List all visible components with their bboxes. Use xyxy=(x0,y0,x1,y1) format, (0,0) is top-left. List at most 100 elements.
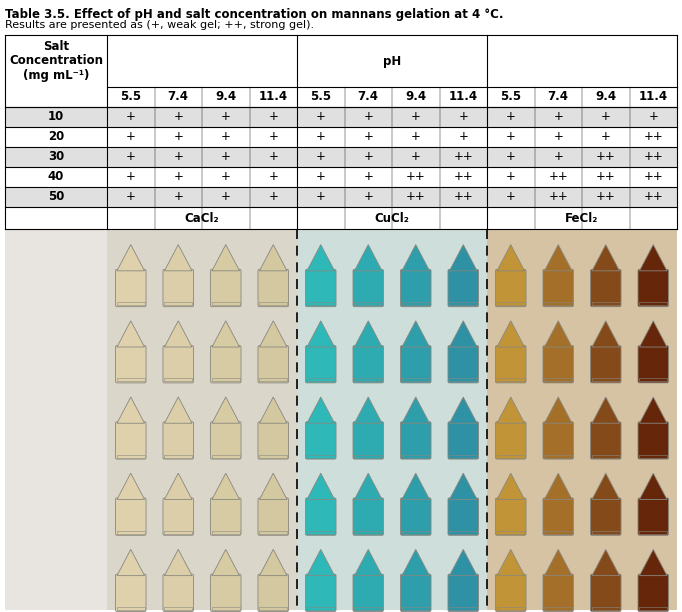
Text: 10: 10 xyxy=(48,111,64,124)
FancyBboxPatch shape xyxy=(591,269,621,307)
Bar xyxy=(640,455,667,458)
Bar xyxy=(5,147,677,167)
Text: 9.4: 9.4 xyxy=(405,91,426,103)
Polygon shape xyxy=(164,321,192,347)
Polygon shape xyxy=(117,321,145,347)
Polygon shape xyxy=(544,550,572,576)
Polygon shape xyxy=(307,397,335,424)
FancyBboxPatch shape xyxy=(211,346,241,383)
Text: ++: ++ xyxy=(643,130,663,143)
Bar xyxy=(117,302,145,305)
Text: +: + xyxy=(173,111,183,124)
FancyBboxPatch shape xyxy=(115,498,146,536)
Polygon shape xyxy=(544,473,572,499)
Bar xyxy=(402,378,430,381)
Text: +: + xyxy=(458,130,468,143)
Polygon shape xyxy=(640,473,667,499)
Bar xyxy=(117,531,145,534)
Polygon shape xyxy=(592,550,619,576)
Bar xyxy=(592,378,619,381)
FancyBboxPatch shape xyxy=(353,498,383,536)
FancyBboxPatch shape xyxy=(400,498,431,536)
Polygon shape xyxy=(449,245,477,271)
Text: ++: ++ xyxy=(548,190,568,204)
Text: 11.4: 11.4 xyxy=(258,91,288,103)
Bar xyxy=(307,531,335,534)
FancyBboxPatch shape xyxy=(400,574,431,611)
FancyBboxPatch shape xyxy=(496,498,526,536)
Text: +: + xyxy=(268,171,278,184)
FancyBboxPatch shape xyxy=(496,422,526,459)
Polygon shape xyxy=(544,397,572,424)
Text: +: + xyxy=(125,190,136,204)
Polygon shape xyxy=(212,245,239,271)
Bar xyxy=(544,531,572,534)
Text: +: + xyxy=(268,130,278,143)
Polygon shape xyxy=(449,473,477,499)
Text: +: + xyxy=(506,190,516,204)
Bar xyxy=(592,531,619,534)
Text: +: + xyxy=(221,130,231,143)
Polygon shape xyxy=(355,321,382,347)
FancyBboxPatch shape xyxy=(163,574,194,611)
Text: +: + xyxy=(173,151,183,163)
Polygon shape xyxy=(307,550,335,576)
Text: +: + xyxy=(506,151,516,163)
Bar xyxy=(497,607,524,610)
Polygon shape xyxy=(497,397,524,424)
Text: +: + xyxy=(553,111,563,124)
Bar xyxy=(497,302,524,305)
Bar xyxy=(5,229,677,610)
Polygon shape xyxy=(497,550,524,576)
Text: ++: ++ xyxy=(596,171,616,184)
Text: 7.4: 7.4 xyxy=(168,91,189,103)
Text: +: + xyxy=(649,111,658,124)
Text: Salt
Concentration
(mg mL⁻¹): Salt Concentration (mg mL⁻¹) xyxy=(9,40,103,83)
FancyBboxPatch shape xyxy=(353,269,383,307)
Text: +: + xyxy=(601,130,610,143)
FancyBboxPatch shape xyxy=(163,346,194,383)
Polygon shape xyxy=(164,473,192,499)
FancyBboxPatch shape xyxy=(353,422,383,459)
Text: +: + xyxy=(316,111,326,124)
Text: +: + xyxy=(125,171,136,184)
Bar xyxy=(5,87,677,107)
Text: +: + xyxy=(221,151,231,163)
FancyBboxPatch shape xyxy=(211,422,241,459)
Polygon shape xyxy=(259,473,287,499)
Text: Results are presented as (+, weak gel; ++, strong gel).: Results are presented as (+, weak gel; +… xyxy=(5,20,314,30)
Text: +: + xyxy=(506,111,516,124)
Text: +: + xyxy=(316,151,326,163)
Polygon shape xyxy=(592,321,619,347)
Text: +: + xyxy=(316,190,326,204)
FancyBboxPatch shape xyxy=(638,574,668,611)
Bar xyxy=(5,229,107,610)
Text: +: + xyxy=(173,171,183,184)
FancyBboxPatch shape xyxy=(163,498,194,536)
Text: +: + xyxy=(221,190,231,204)
FancyBboxPatch shape xyxy=(591,574,621,611)
FancyBboxPatch shape xyxy=(353,574,383,611)
Text: ++: ++ xyxy=(596,190,616,204)
Polygon shape xyxy=(307,245,335,271)
Polygon shape xyxy=(212,473,239,499)
Text: +: + xyxy=(506,171,516,184)
Text: 9.4: 9.4 xyxy=(216,91,236,103)
FancyBboxPatch shape xyxy=(258,574,288,611)
Polygon shape xyxy=(307,473,335,499)
FancyBboxPatch shape xyxy=(638,422,668,459)
Polygon shape xyxy=(117,245,145,271)
Polygon shape xyxy=(497,473,524,499)
Bar xyxy=(355,531,382,534)
Bar xyxy=(164,302,192,305)
Bar xyxy=(164,455,192,458)
Bar xyxy=(259,378,287,381)
Bar xyxy=(212,531,239,534)
Bar xyxy=(117,607,145,610)
Bar xyxy=(117,455,145,458)
Text: +: + xyxy=(125,111,136,124)
Text: 11.4: 11.4 xyxy=(638,91,668,103)
Text: +: + xyxy=(601,111,610,124)
Text: 5.5: 5.5 xyxy=(310,91,331,103)
Polygon shape xyxy=(640,550,667,576)
